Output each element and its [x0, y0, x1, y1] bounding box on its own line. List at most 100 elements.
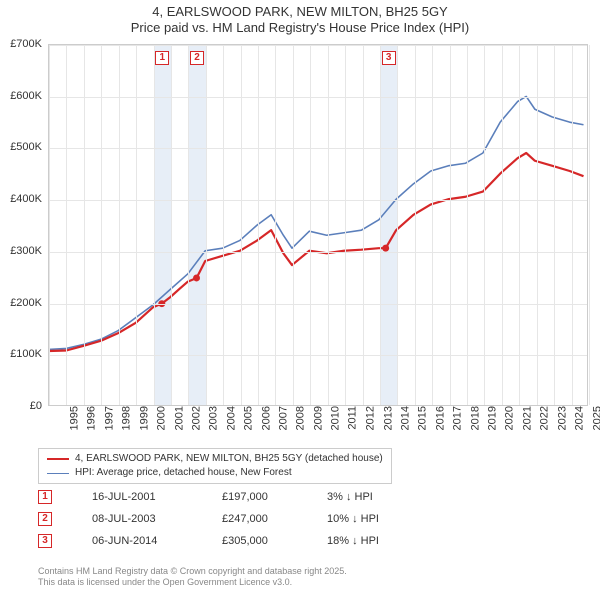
x-axis-label: 2010 — [330, 406, 342, 430]
y-axis-label: £0 — [30, 400, 42, 412]
sales-row-price: £247,000 — [222, 513, 327, 525]
x-axis-label: 2008 — [295, 406, 307, 430]
chart-lines-svg — [49, 45, 587, 405]
title-line-1: 4, EARLSWOOD PARK, NEW MILTON, BH25 5GY — [0, 4, 600, 20]
gridline-v — [502, 45, 503, 405]
gridline-h — [49, 45, 587, 46]
gridline-v — [293, 45, 294, 405]
gridline-v — [206, 45, 207, 405]
x-axis-label: 2018 — [469, 406, 481, 430]
x-axis-label: 2006 — [260, 406, 272, 430]
gridline-v — [397, 45, 398, 405]
x-axis-labels: 1995199619971998199920002001200220032004… — [48, 408, 588, 448]
footer-line-2: This data is licensed under the Open Gov… — [38, 577, 347, 588]
y-axis-label: £300K — [10, 245, 42, 257]
legend-label-property: 4, EARLSWOOD PARK, NEW MILTON, BH25 5GY … — [75, 452, 383, 466]
y-axis-label: £400K — [10, 193, 42, 205]
x-axis-label: 2021 — [521, 406, 533, 430]
gridline-v — [519, 45, 520, 405]
x-axis-label: 2017 — [452, 406, 464, 430]
x-axis-label: 2002 — [190, 406, 202, 430]
gridline-v — [450, 45, 451, 405]
gridline-v — [275, 45, 276, 405]
sales-table-row: 116-JUL-2001£197,0003% ↓ HPI — [38, 490, 558, 504]
x-axis-label: 2022 — [539, 406, 551, 430]
sales-row-delta: 3% ↓ HPI — [327, 491, 427, 503]
gridline-h — [49, 148, 587, 149]
gridline-v — [154, 45, 155, 405]
x-axis-label: 1997 — [103, 406, 115, 430]
sales-row-delta: 18% ↓ HPI — [327, 535, 427, 547]
gridline-v — [310, 45, 311, 405]
sales-row-marker: 1 — [38, 490, 52, 504]
gridline-v — [101, 45, 102, 405]
legend: 4, EARLSWOOD PARK, NEW MILTON, BH25 5GY … — [38, 448, 392, 484]
x-axis-label: 1996 — [86, 406, 98, 430]
gridline-v — [554, 45, 555, 405]
gridline-h — [49, 355, 587, 356]
gridline-v — [241, 45, 242, 405]
sales-table: 116-JUL-2001£197,0003% ↓ HPI208-JUL-2003… — [38, 490, 558, 556]
gridline-v — [537, 45, 538, 405]
gridline-v — [484, 45, 485, 405]
gridline-h — [49, 304, 587, 305]
gridline-v — [223, 45, 224, 405]
sales-row-marker: 2 — [38, 512, 52, 526]
sales-row-delta: 10% ↓ HPI — [327, 513, 427, 525]
sales-row-date: 06-JUN-2014 — [92, 535, 222, 547]
sales-row-price: £305,000 — [222, 535, 327, 547]
x-axis-label: 2011 — [346, 406, 358, 430]
legend-swatch-property — [47, 458, 69, 460]
x-axis-label: 2009 — [312, 406, 324, 430]
gridline-v — [380, 45, 381, 405]
sales-row-date: 16-JUL-2001 — [92, 491, 222, 503]
x-axis-label: 1998 — [121, 406, 133, 430]
sale-marker-box: 3 — [382, 51, 396, 65]
gridline-v — [84, 45, 85, 405]
x-axis-label: 2024 — [574, 406, 586, 430]
y-axis-label: £600K — [10, 90, 42, 102]
gridline-v — [328, 45, 329, 405]
x-axis-label: 2003 — [208, 406, 220, 430]
x-axis-label: 1999 — [138, 406, 150, 430]
sales-table-row: 2 08-JUL-2003£247,00010% ↓ HPI — [38, 512, 558, 526]
y-axis-label: £100K — [10, 348, 42, 360]
gridline-v — [49, 45, 50, 405]
x-axis-label: 2016 — [434, 406, 446, 430]
y-axis-labels: £0£100K£200K£300K£400K£500K£600K£700K — [0, 44, 46, 406]
x-axis-label: 2019 — [487, 406, 499, 430]
gridline-v — [171, 45, 172, 405]
footer-attribution: Contains HM Land Registry data © Crown c… — [38, 566, 347, 588]
x-axis-label: 2007 — [278, 406, 290, 430]
gridline-v — [119, 45, 120, 405]
x-axis-label: 2014 — [399, 406, 411, 430]
legend-row-property: 4, EARLSWOOD PARK, NEW MILTON, BH25 5GY … — [47, 452, 383, 466]
gridline-v — [345, 45, 346, 405]
gridline-h — [49, 252, 587, 253]
sale-marker-box: 1 — [155, 51, 169, 65]
legend-row-hpi: HPI: Average price, detached house, New … — [47, 466, 383, 480]
gridline-v — [188, 45, 189, 405]
gridline-v — [589, 45, 590, 405]
gridline-v — [66, 45, 67, 405]
sales-row-date: 08-JUL-2003 — [92, 513, 222, 525]
title-line-2: Price paid vs. HM Land Registry's House … — [0, 20, 600, 36]
gridline-v — [415, 45, 416, 405]
sale-marker-box: 2 — [190, 51, 204, 65]
series-line-hpi — [49, 96, 584, 349]
sales-row-marker: 3 — [38, 534, 52, 548]
legend-swatch-hpi — [47, 473, 69, 474]
x-axis-label: 2015 — [417, 406, 429, 430]
y-axis-label: £500K — [10, 141, 42, 153]
gridline-v — [467, 45, 468, 405]
x-axis-label: 2025 — [591, 406, 600, 430]
sales-table-row: 3 06-JUN-2014£305,00018% ↓ HPI — [38, 534, 558, 548]
gridline-v — [363, 45, 364, 405]
gridline-v — [572, 45, 573, 405]
y-axis-label: £700K — [10, 38, 42, 50]
x-axis-label: 2013 — [382, 406, 394, 430]
x-axis-label: 1995 — [68, 406, 80, 430]
chart-title: 4, EARLSWOOD PARK, NEW MILTON, BH25 5GY … — [0, 0, 600, 35]
y-axis-label: £200K — [10, 297, 42, 309]
gridline-v — [136, 45, 137, 405]
